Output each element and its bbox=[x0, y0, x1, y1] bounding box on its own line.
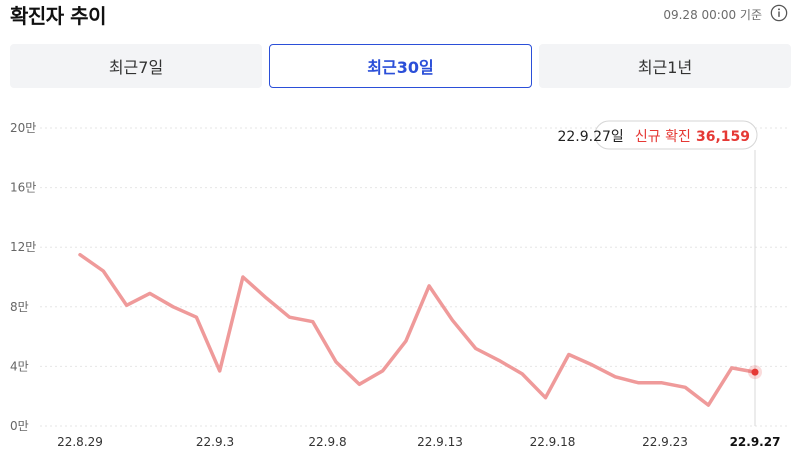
page-title: 확진자 추이 bbox=[10, 4, 106, 28]
y-tick-label: 4만 bbox=[10, 359, 29, 373]
grid-lines bbox=[40, 127, 790, 427]
x-tick-label: 22.9.18 bbox=[530, 435, 576, 449]
x-axis-ticks: 22.8.29 22.9.3 22.9.8 22.9.13 22.9.18 22.9.23… bbox=[57, 435, 780, 449]
y-tick-label: 20만 bbox=[10, 121, 36, 135]
x-tick-label: 22.8.29 bbox=[57, 435, 103, 449]
x-tick-label: 22.9.13 bbox=[417, 435, 463, 449]
x-tick-label: 22.9.3 bbox=[196, 435, 234, 449]
tab-label: 최근30일 bbox=[367, 58, 434, 77]
y-tick-label: 12만 bbox=[10, 240, 36, 254]
update-timestamp: 09.28 00:00 기준 bbox=[663, 8, 762, 22]
tab-recent-7-days[interactable]: 최근7일 bbox=[10, 44, 262, 88]
tooltip-box bbox=[594, 120, 758, 150]
period-tabs: 최근7일 최근30일 최근1년 bbox=[0, 44, 800, 90]
tooltip: 22.9.27일 신규 확진 36,159 bbox=[557, 120, 758, 150]
x-tick-label: 22.9.8 bbox=[308, 435, 346, 449]
y-tick-label: 8만 bbox=[10, 300, 29, 314]
data-points bbox=[748, 365, 762, 380]
chart-header: 확진자 추이 09.28 00:00 기준 bbox=[0, 0, 800, 36]
tab-label: 최근1년 bbox=[637, 58, 693, 77]
series-line bbox=[78, 252, 757, 407]
info-icon[interactable] bbox=[770, 4, 788, 22]
y-tick-label: 0만 bbox=[10, 419, 29, 433]
highlight-point bbox=[751, 368, 759, 376]
svg-text:22.9.27일 신규 확진 36,: 22.9.27일 신규 확진 36,159 bbox=[557, 126, 750, 145]
tab-recent-30-days[interactable]: 최근30일 bbox=[269, 44, 532, 88]
tab-label: 최근7일 bbox=[108, 58, 164, 77]
tooltip-value: 36,159 bbox=[696, 129, 750, 145]
tab-recent-1-year[interactable]: 최근1년 bbox=[539, 44, 791, 88]
x-tick-label: 22.9.27 bbox=[730, 435, 781, 449]
y-axis-ticks: 0만 4만 8만 12만 16만 20만 bbox=[10, 121, 36, 433]
x-tick-label: 22.9.23 bbox=[642, 435, 688, 449]
tooltip-label: 신규 확진 bbox=[635, 129, 691, 145]
y-tick-label: 16만 bbox=[10, 181, 36, 195]
tooltip-date: 22.9.27일 bbox=[557, 129, 623, 145]
